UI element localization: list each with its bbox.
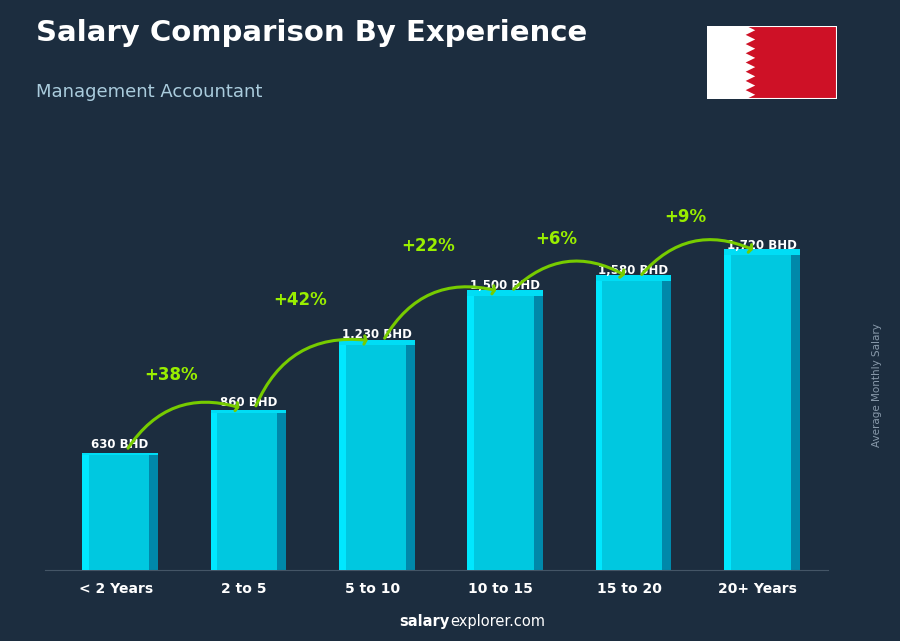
Bar [724, 256, 791, 570]
Text: +38%: +38% [145, 365, 198, 384]
Bar [791, 256, 800, 570]
Text: +9%: +9% [664, 208, 706, 226]
Bar [149, 455, 158, 570]
Text: 1,720 BHD: 1,720 BHD [727, 238, 796, 252]
Bar [406, 345, 415, 570]
Bar [724, 256, 731, 570]
Bar [596, 281, 602, 570]
Bar [82, 455, 149, 570]
Text: Management Accountant: Management Accountant [36, 83, 263, 101]
Text: 860 BHD: 860 BHD [220, 396, 277, 409]
Bar [662, 281, 671, 570]
Text: +6%: +6% [536, 230, 578, 248]
Text: +42%: +42% [273, 290, 327, 308]
Text: 1,500 BHD: 1,500 BHD [470, 279, 540, 292]
Text: salary: salary [400, 615, 450, 629]
Text: +22%: +22% [401, 237, 455, 256]
Bar [339, 345, 406, 570]
Bar [82, 453, 158, 455]
Bar [82, 455, 89, 570]
Text: explorer.com: explorer.com [450, 615, 545, 629]
Bar [534, 296, 543, 570]
Bar [339, 345, 346, 570]
Bar [596, 281, 662, 570]
Bar [339, 340, 415, 345]
Bar [596, 275, 671, 281]
Text: Average Monthly Salary: Average Monthly Salary [872, 322, 883, 447]
Bar [467, 296, 474, 570]
Bar [211, 413, 277, 570]
Text: 630 BHD: 630 BHD [92, 438, 148, 451]
Bar [467, 290, 543, 296]
Bar [724, 249, 800, 256]
Bar [211, 413, 217, 570]
Bar [277, 413, 286, 570]
Text: 1,230 BHD: 1,230 BHD [342, 328, 411, 342]
Bar [211, 410, 286, 413]
Text: Salary Comparison By Experience: Salary Comparison By Experience [36, 19, 587, 47]
Polygon shape [706, 26, 755, 99]
Bar [467, 296, 534, 570]
Text: 1,580 BHD: 1,580 BHD [598, 264, 669, 278]
